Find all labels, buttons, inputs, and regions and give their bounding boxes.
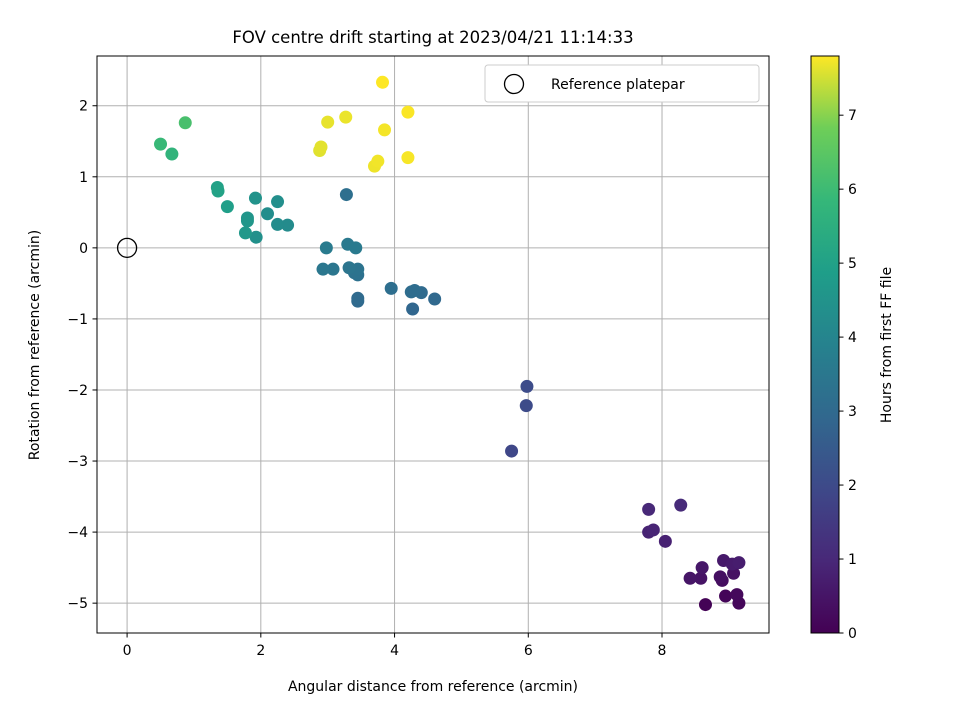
scatter-point bbox=[238, 226, 252, 240]
scatter-point bbox=[694, 571, 708, 585]
scatter-point bbox=[154, 137, 168, 151]
x-tick-label: 0 bbox=[123, 643, 132, 659]
y-axis-ticks: −5 −4 −3 −2 −1 0 1 2 bbox=[67, 99, 97, 612]
scatter-point bbox=[401, 105, 415, 119]
colorbar-tick-label: 5 bbox=[848, 256, 857, 272]
y-tick-label: −4 bbox=[67, 525, 88, 541]
colorbar-ticks: 0 1 2 3 4 5 6 7 bbox=[839, 108, 857, 642]
chart-title: FOV centre drift starting at 2023/04/21 … bbox=[232, 28, 633, 47]
scatter-point bbox=[713, 570, 727, 584]
scatter-point bbox=[683, 571, 697, 585]
scatter-point bbox=[342, 261, 356, 275]
scatter-point bbox=[316, 262, 330, 276]
colorbar-frame bbox=[810, 55, 840, 634]
scatter-point bbox=[401, 151, 415, 165]
scatter-point bbox=[211, 184, 225, 198]
colorbar bbox=[811, 56, 839, 633]
scatter-point bbox=[351, 291, 365, 305]
scatter-point bbox=[319, 241, 333, 255]
scatter-point bbox=[178, 116, 192, 130]
legend: Reference platepar bbox=[484, 64, 760, 103]
x-axis-label: Angular distance from reference (arcmin) bbox=[288, 679, 578, 695]
scatter-point bbox=[281, 218, 295, 232]
x-tick-label: 4 bbox=[390, 643, 399, 659]
scatter-point bbox=[220, 200, 234, 214]
y-axis-label: Rotation from reference (arcmin) bbox=[27, 230, 43, 460]
scatter-point bbox=[321, 115, 335, 129]
y-tick-label: −5 bbox=[67, 596, 88, 612]
scatter-point bbox=[349, 241, 363, 255]
scatter-point bbox=[326, 262, 340, 276]
colorbar-tick-label: 0 bbox=[848, 626, 857, 642]
scatter-point bbox=[732, 556, 746, 570]
scatter-point bbox=[698, 598, 712, 612]
scatter-point bbox=[406, 302, 420, 316]
colorbar-tick-label: 2 bbox=[848, 478, 857, 494]
scatter-point bbox=[248, 191, 262, 205]
colorbar-tick-label: 4 bbox=[848, 330, 857, 346]
y-tick-label: 1 bbox=[79, 170, 88, 186]
x-tick-label: 2 bbox=[256, 643, 265, 659]
scatter-point bbox=[371, 154, 385, 168]
legend-marker bbox=[503, 73, 525, 95]
scatter-point bbox=[646, 523, 660, 537]
scatter-point bbox=[271, 195, 285, 209]
colorbar-tick-label: 7 bbox=[848, 108, 857, 124]
y-tick-label: −2 bbox=[67, 383, 88, 399]
scatter-point bbox=[261, 207, 275, 221]
scatter-points bbox=[154, 75, 746, 612]
colorbar-tick-label: 3 bbox=[848, 404, 857, 420]
scatter-point bbox=[376, 75, 390, 89]
scatter-point bbox=[384, 281, 398, 295]
y-tick-label: −1 bbox=[67, 312, 88, 328]
scatter-point bbox=[408, 283, 422, 297]
scatter-point bbox=[719, 589, 733, 603]
y-tick-label: 0 bbox=[79, 241, 88, 257]
y-tick-label: 2 bbox=[79, 99, 88, 115]
x-tick-label: 6 bbox=[524, 643, 533, 659]
colorbar-label: Hours from first FF file bbox=[879, 267, 895, 423]
scatter-point bbox=[428, 292, 442, 306]
scatter-point bbox=[339, 188, 353, 202]
scatter-point bbox=[674, 498, 688, 512]
legend-box bbox=[484, 64, 760, 103]
scatter-point bbox=[339, 110, 353, 124]
colorbar-tick-label: 1 bbox=[848, 552, 857, 568]
y-tick-label: −3 bbox=[67, 454, 88, 470]
scatter-point bbox=[271, 217, 285, 231]
scatter-point bbox=[519, 399, 533, 413]
legend-label: Reference platepar bbox=[551, 77, 685, 93]
scatter-point bbox=[658, 534, 672, 548]
scatter-point bbox=[695, 561, 709, 575]
scatter-point bbox=[249, 230, 263, 244]
scatter-point bbox=[314, 140, 328, 154]
scatter-point bbox=[378, 123, 392, 137]
plot-frame bbox=[96, 55, 770, 634]
scatter-point bbox=[730, 588, 744, 602]
colorbar-tick-label: 6 bbox=[848, 182, 857, 198]
scatter-point bbox=[505, 444, 519, 458]
x-axis-ticks: 0 2 4 6 8 bbox=[123, 633, 667, 659]
scatter-point bbox=[240, 214, 254, 228]
x-tick-label: 8 bbox=[658, 643, 667, 659]
scatter-point bbox=[520, 379, 534, 393]
scatter-point bbox=[165, 147, 179, 161]
grid bbox=[97, 56, 769, 633]
scatter-point bbox=[642, 502, 656, 516]
reference-platepar-marker bbox=[116, 237, 138, 259]
